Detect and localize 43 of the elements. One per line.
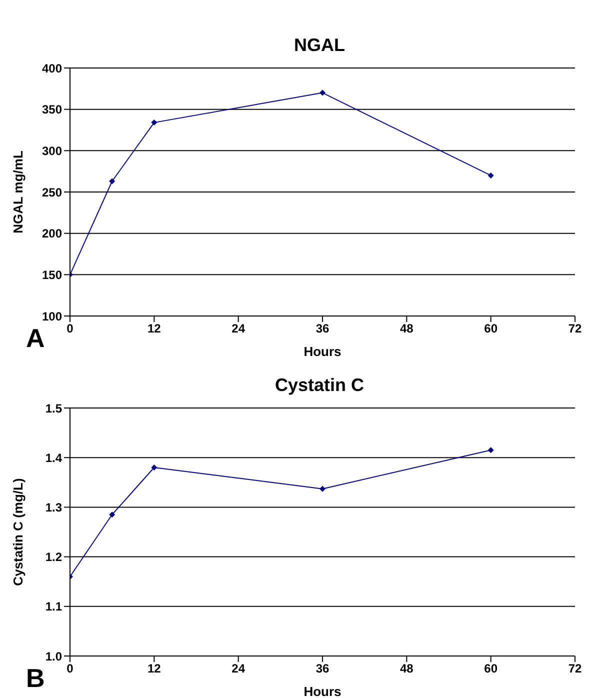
x-tick-label: 0 [66,662,74,676]
x-tick-label: 36 [316,322,330,336]
point [109,178,116,184]
chart-title: NGAL [293,34,346,57]
y-tick-label: 1.0 [45,649,62,664]
y-tick-label: 100 [42,309,62,324]
text: A [26,323,45,354]
x-tick-label: 48 [400,662,414,676]
x-tick-label: 24 [232,322,246,336]
y-tick-label: 250 [42,185,62,200]
x-tick-label: 36 [316,662,330,676]
point [488,447,494,454]
x-tick-label: 72 [568,322,582,336]
x-tick-label: 48 [400,322,414,336]
y-tick-label: 400 [42,61,62,76]
y-tick-label: 150 [42,268,62,282]
y-axis-title: Cystatin C (mg/L) [10,478,26,586]
y-tick-label: 1.1 [45,600,62,614]
y-tick-label: 1.4 [45,450,62,465]
y-tick-label: 1.5 [45,401,62,416]
y-axis-title: NGAL mg/mL [10,150,26,234]
x-tick-label: 12 [147,662,162,676]
point [488,172,494,178]
y-tick-label: 1.3 [45,500,62,514]
x-axis-title: Hours [304,684,342,698]
x-tick-label: 12 [147,322,162,336]
x-tick-label: 24 [232,662,246,676]
y-tick-label: 350 [42,102,62,117]
x-tick-label: 72 [568,662,582,676]
point [151,464,158,471]
text: B [26,663,45,694]
x-tick-label: 60 [484,322,498,336]
x-tick-label: 0 [66,322,74,336]
point [320,90,326,96]
y-tick-label: 200 [42,226,62,241]
x-tick-label: 60 [484,662,498,676]
x-axis-title: Hours [304,344,342,359]
point [320,486,326,492]
y-tick-label: 1.2 [45,550,62,564]
point [109,512,116,518]
point [151,120,158,126]
y-tick-label: 300 [42,144,62,158]
chart-title: Cystatin C [274,374,365,397]
